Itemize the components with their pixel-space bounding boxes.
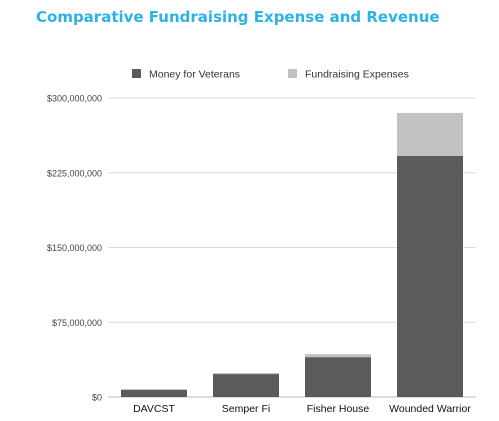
x-axis-labels: DAVCST Semper Fi Fisher House Wounded Warri… — [133, 403, 471, 415]
legend-swatch — [132, 69, 141, 78]
x-category-label: DAVCST — [133, 403, 175, 415]
x-category-label: Semper Fi — [222, 403, 270, 415]
y-axis-ticks: $0 $75,000,000 $150,000,000 $225,000,000 $30… — [47, 94, 102, 403]
y-tick-label: $225,000,000 — [47, 168, 102, 178]
bar-fundraising-expenses — [121, 389, 187, 391]
bar-fundraising-expenses — [305, 354, 371, 358]
bar-money-for-veterans — [397, 155, 463, 397]
bars — [121, 112, 463, 397]
y-tick-label: $150,000,000 — [47, 243, 102, 253]
bar-money-for-veterans — [305, 357, 371, 397]
x-category-label: Fisher House — [307, 403, 370, 415]
x-category-label: Wounded Warrior — [389, 403, 471, 415]
bar-money-for-veterans — [121, 390, 187, 397]
legend-label: Fundraising Expenses — [305, 69, 409, 81]
legend-swatch — [288, 69, 297, 78]
bar-fundraising-expenses — [213, 373, 279, 375]
bar-fundraising-expenses — [397, 112, 463, 156]
chart-title: Comparative Fundraising Expense and Reve… — [36, 8, 440, 26]
y-tick-label: $300,000,000 — [47, 94, 102, 104]
y-tick-label: $0 — [92, 393, 102, 403]
legend: Money for Veterans Fundraising Expenses — [132, 69, 409, 81]
y-tick-label: $75,000,000 — [52, 318, 102, 328]
bar-money-for-veterans — [213, 374, 279, 397]
legend-label: Money for Veterans — [149, 69, 240, 81]
